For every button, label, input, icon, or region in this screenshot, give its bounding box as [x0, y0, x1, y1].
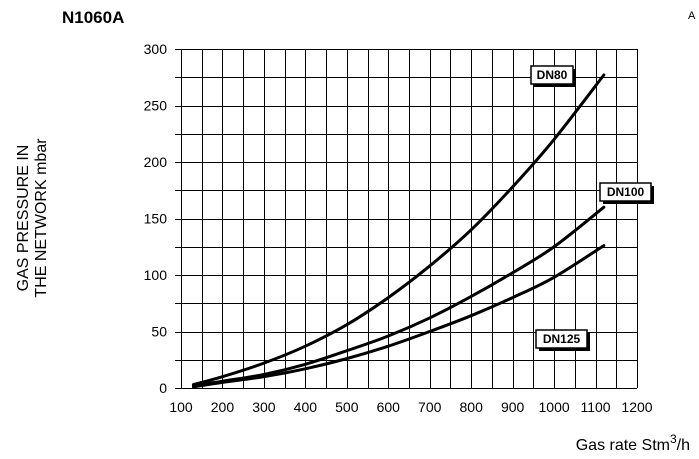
x-tick-label: 700	[418, 399, 442, 415]
curve-layer	[191, 73, 606, 389]
x-tick-label: 200	[211, 399, 235, 415]
y-axis-label: GAS PRESSURE INTHE NETWORK mbar	[15, 138, 50, 298]
label-box	[599, 182, 652, 202]
x-tick-label: 1100	[580, 399, 610, 415]
x-tick-label: 300	[252, 399, 276, 415]
y-tick-label: 300	[144, 41, 168, 57]
x-tick-label: 600	[377, 399, 401, 415]
y-tick-label: 200	[144, 154, 168, 170]
series-label-dn100: DN100	[599, 182, 654, 204]
series-label-text: DN80	[537, 68, 568, 82]
series-line-dn100	[191, 205, 606, 388]
series-line-dn80	[191, 73, 606, 387]
grid-layer	[175, 49, 638, 389]
y-tick-label: 100	[144, 267, 168, 283]
y-tick-label: 250	[144, 98, 168, 114]
x-tick-label: 1000	[539, 399, 570, 415]
y-tick-label: 150	[144, 211, 168, 227]
x-tick-label: 100	[169, 399, 193, 415]
x-tick-label: 900	[501, 399, 525, 415]
series-line-dn125	[191, 244, 606, 389]
series-label-text: DN125	[543, 332, 581, 346]
x-tick-label: 800	[460, 399, 484, 415]
series-label-text: DN100	[607, 185, 645, 199]
x-tick-label: 500	[335, 399, 359, 415]
x-tick-label: 400	[294, 399, 318, 415]
corner-mark: A	[688, 10, 696, 22]
series-label-layer: DN80 DN100 DN125	[530, 65, 654, 351]
series-label-dn80: DN80	[530, 65, 576, 87]
y-tick-label: 0	[159, 380, 167, 396]
x-axis-label: Gas rate Stm3/h	[576, 432, 690, 454]
chart-title: N1060A	[62, 8, 125, 27]
tick-layer: 100 200 300 400 500 600 700 800 900 1000 1100 1200 0…	[144, 41, 653, 415]
series-label-dn125: DN125	[535, 329, 590, 351]
label-box	[535, 329, 588, 349]
x-tick-label: 1200	[621, 399, 652, 415]
label-box	[530, 65, 574, 85]
y-tick-label: 50	[151, 324, 167, 340]
